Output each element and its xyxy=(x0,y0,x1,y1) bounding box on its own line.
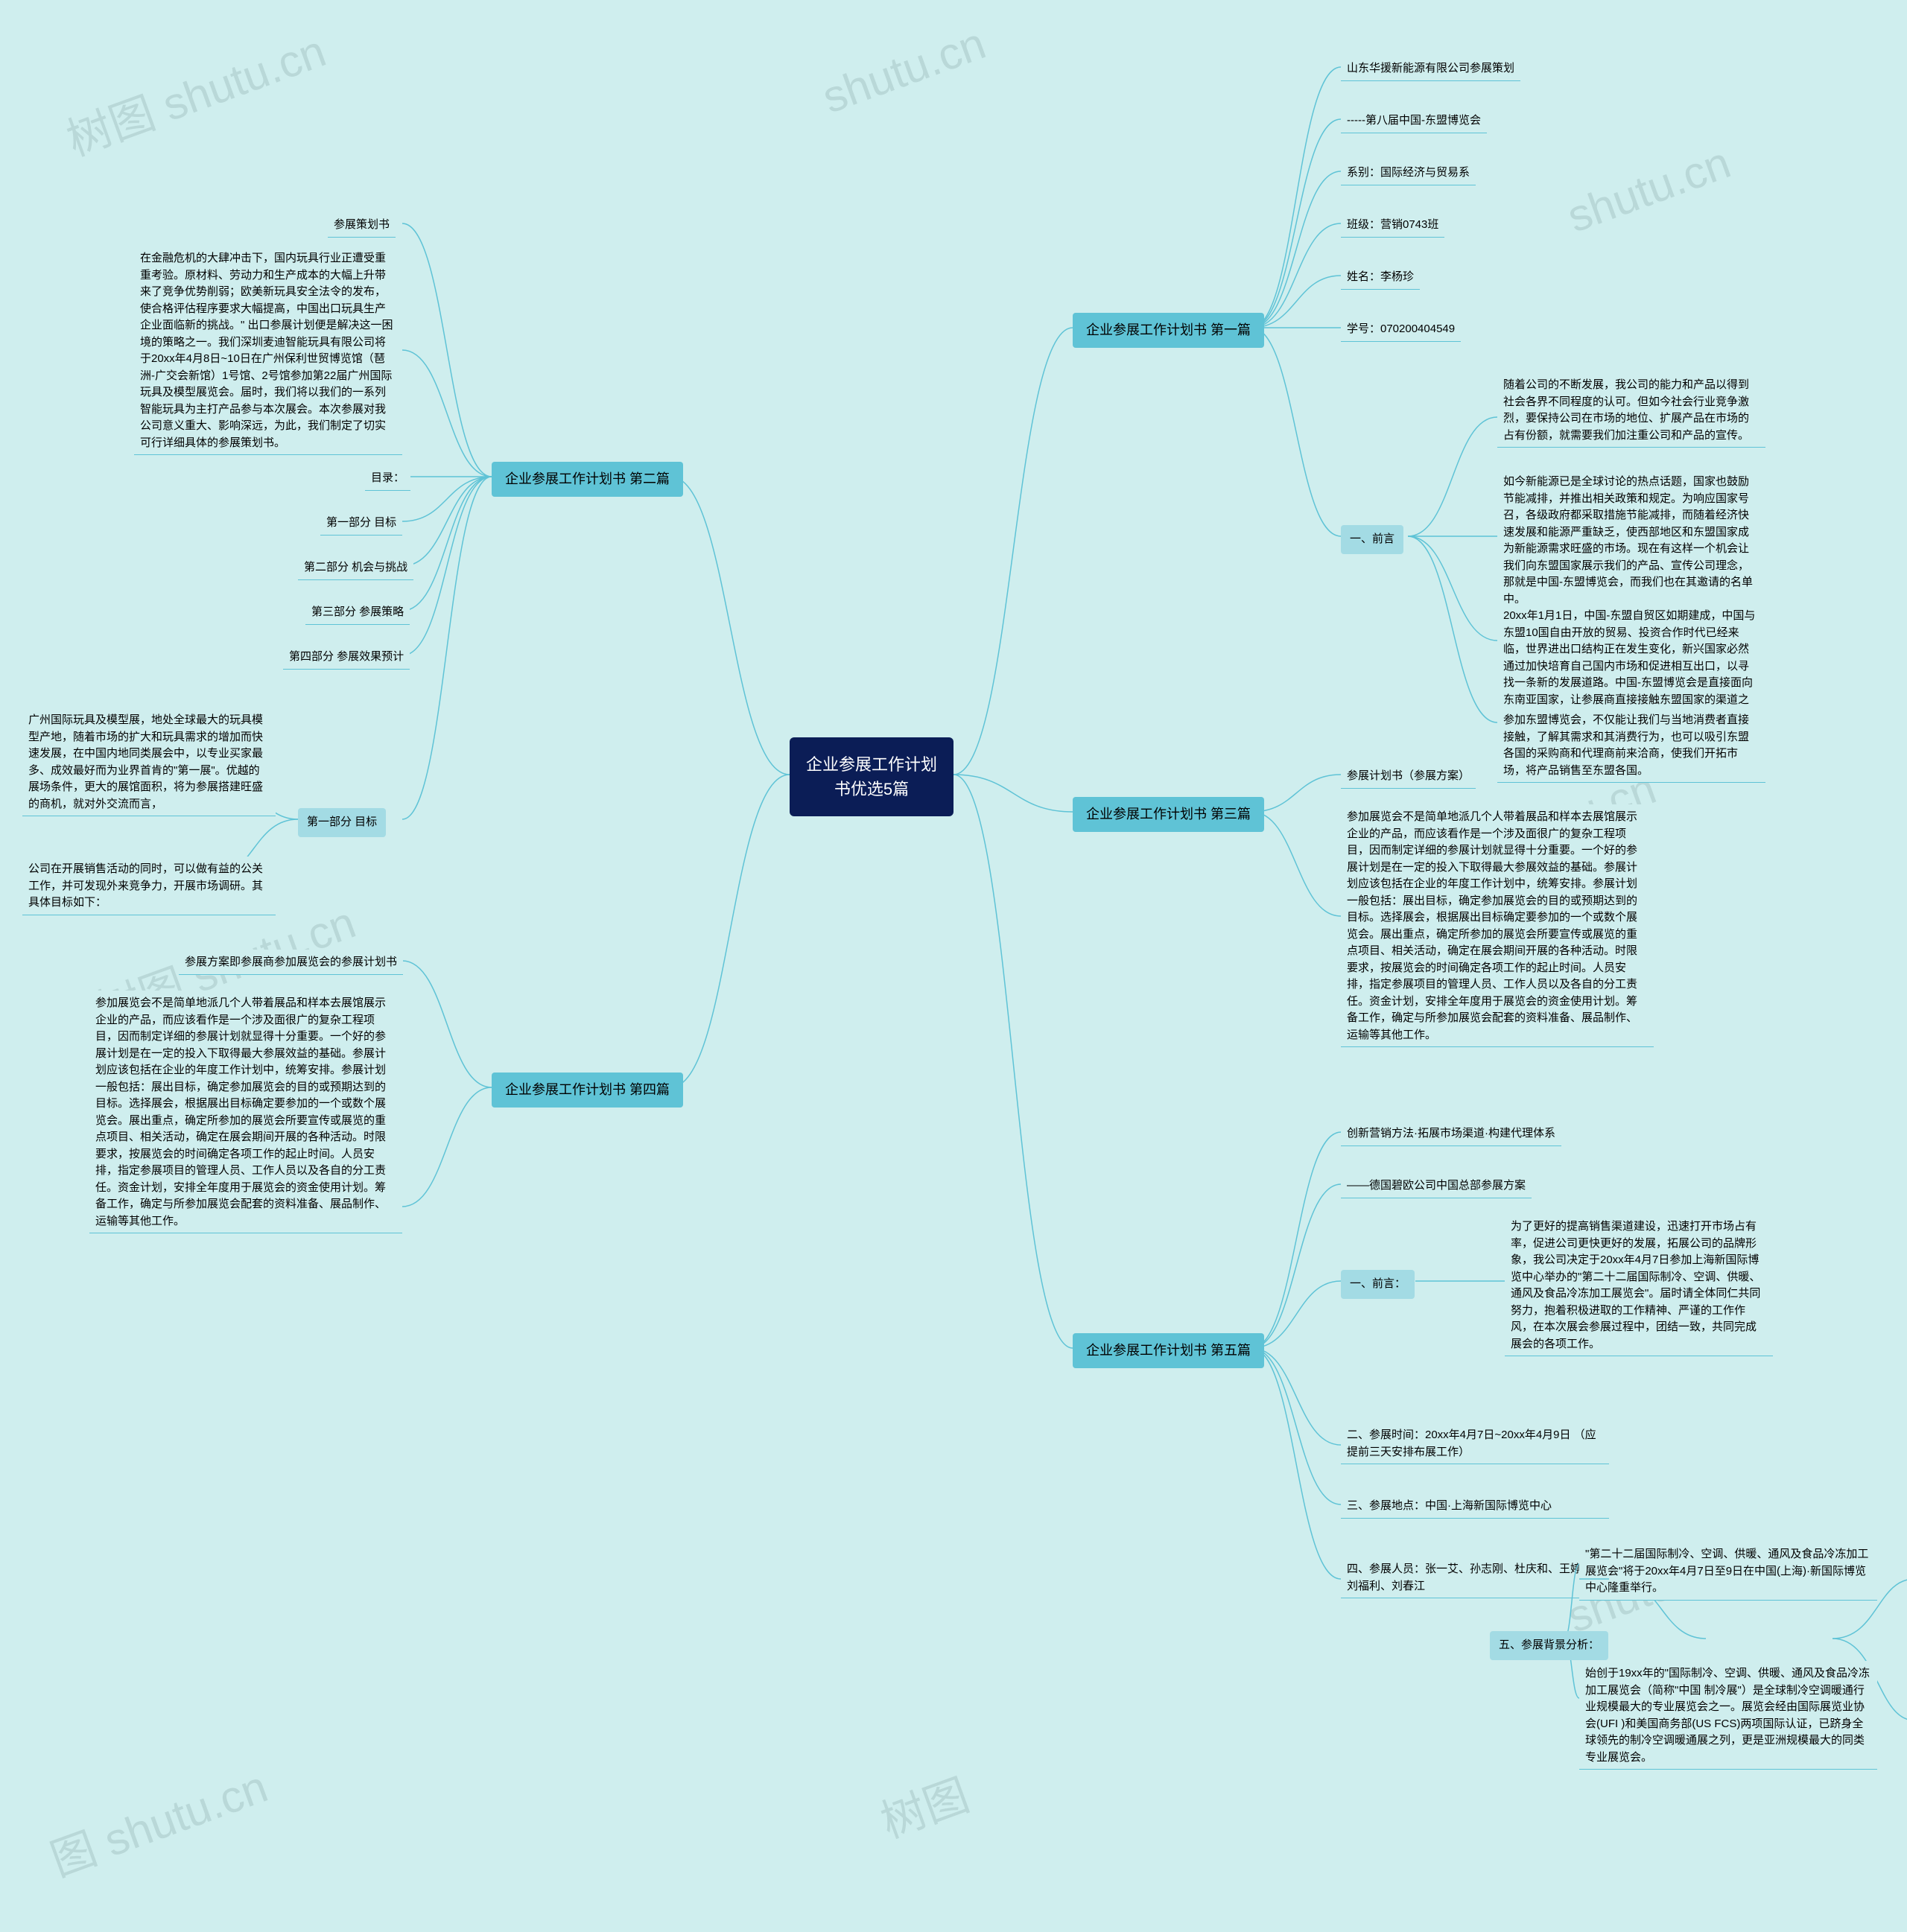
watermark: 图 shutu.cn xyxy=(40,1751,275,1890)
branch-5-sub2-real[interactable]: 五、参展背景分析： xyxy=(1490,1631,1608,1660)
root-node: 企业参展工作计划书优选5篇 xyxy=(790,737,954,816)
leaf: 目录： xyxy=(365,465,410,491)
leaf: 第三部分 参展策略 xyxy=(305,600,410,625)
leaf: 参加展览会不是简单地派几个人带着展品和样本去展馆展示企业的产品，而应该看作是一个… xyxy=(1341,804,1654,1047)
leaf: 班级：营销0743班 xyxy=(1341,212,1444,238)
leaf: 如今新能源已是全球讨论的热点话题，国家也鼓励节能减排，并推出相关政策和规定。为响… xyxy=(1497,469,1765,611)
branch-3[interactable]: 企业参展工作计划书 第三篇 xyxy=(1073,797,1264,832)
branch-4[interactable]: 企业参展工作计划书 第四篇 xyxy=(492,1073,683,1108)
branch-2[interactable]: 企业参展工作计划书 第二篇 xyxy=(492,462,683,497)
leaf: 参展计划书（参展方案） xyxy=(1341,763,1476,789)
watermark: 树图 shutu.cn xyxy=(57,15,333,168)
leaf: 始创于19xx年的"国际制冷、空调、供暖、通风及食品冷冻加工展览会（简称"中国 … xyxy=(1579,1661,1877,1770)
leaf: 创新营销方法·拓展市场渠道·构建代理体系 xyxy=(1341,1121,1561,1146)
leaf: 四、参展人员：张一艾、孙志刚、杜庆和、王婷、刘福利、刘春江 xyxy=(1341,1557,1609,1598)
leaf: 广州国际玩具及模型展，地处全球最大的玩具模型产地，随着市场的扩大和玩具需求的增加… xyxy=(22,708,276,816)
leaf: 二、参展时间：20xx年4月7日~20xx年4月9日 （应提前三天安排布展工作） xyxy=(1341,1423,1609,1464)
branch-5[interactable]: 企业参展工作计划书 第五篇 xyxy=(1073,1333,1264,1368)
leaf: 参加东盟博览会，不仅能让我们与当地消费者直接接触，了解其需求和其消费行为，也可以… xyxy=(1497,708,1765,783)
leaf: 公司在开展销售活动的同时，可以做有益的公关工作，并可发现外来竞争力，开展市场调研… xyxy=(22,857,276,915)
leaf: 第一部分 目标 xyxy=(320,510,402,536)
branch-5-sub1[interactable]: 一、前言： xyxy=(1341,1270,1415,1299)
leaf: 随着公司的不断发展，我公司的能力和产品以得到社会各界不同程度的认可。但如今社会行… xyxy=(1497,372,1765,448)
leaf: 系别：国际经济与贸易系 xyxy=(1341,160,1476,185)
watermark: shutu.cn xyxy=(816,17,992,123)
leaf: -----第八届中国-东盟博览会 xyxy=(1341,108,1487,133)
branch-1-sub[interactable]: 一、前言 xyxy=(1341,525,1403,554)
branch-2-sub[interactable]: 第一部分 目标 xyxy=(298,808,386,837)
leaf: 参展策划书 xyxy=(328,212,396,238)
leaf: 为了更好的提高销售渠道建设，迅速打开市场占有率，促进公司更快更好的发展，拓展公司… xyxy=(1505,1214,1773,1356)
leaf: 姓名：李杨珍 xyxy=(1341,264,1420,290)
branch-1[interactable]: 企业参展工作计划书 第一篇 xyxy=(1073,313,1264,348)
leaf: 学号：070200404549 xyxy=(1341,317,1461,342)
leaf: 山东华援新能源有限公司参展策划 xyxy=(1341,56,1520,81)
leaf: 第四部分 参展效果预计 xyxy=(283,644,410,670)
leaf: 第二部分 机会与挑战 xyxy=(298,555,413,580)
leaf: "第二十二届国际制冷、空调、供暖、通风及食品冷冻加工展览会"将于20xx年4月7… xyxy=(1579,1542,1877,1601)
watermark: 树图 xyxy=(871,1759,977,1851)
leaf: 参展方案即参展商参加展览会的参展计划书 xyxy=(179,950,403,975)
leaf: 在金融危机的大肆冲击下，国内玩具行业正遭受重重考验。原材料、劳动力和生产成本的大… xyxy=(134,246,402,455)
leaf: ——德国碧欧公司中国总部参展方案 xyxy=(1341,1173,1532,1198)
watermark: shutu.cn xyxy=(1561,136,1737,242)
leaf: 三、参展地点：中国·上海新国际博览中心 xyxy=(1341,1493,1609,1519)
leaf: 参加展览会不是简单地派几个人带着展品和样本去展馆展示企业的产品，而应该看作是一个… xyxy=(89,991,402,1233)
